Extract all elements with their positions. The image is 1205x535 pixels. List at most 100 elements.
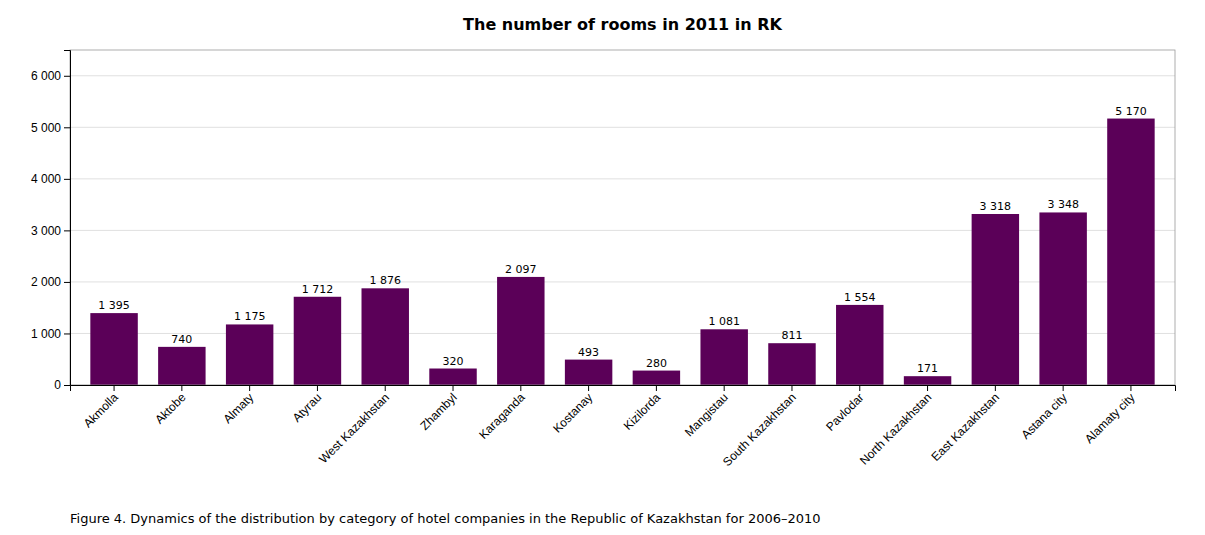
x-tick: Kostanay — [550, 385, 595, 436]
data-label: 1 554 — [844, 291, 876, 304]
x-tick-label: Karaganda — [476, 390, 528, 442]
bar — [836, 305, 883, 385]
y-tick-mark — [64, 127, 70, 128]
x-tick-mark — [656, 385, 657, 391]
x-tick: Karaganda — [476, 385, 528, 442]
data-label: 2 097 — [505, 263, 536, 276]
x-tick-mark — [995, 385, 996, 391]
y-tick-label: 5 000 — [31, 121, 61, 135]
x-axis-line — [71, 386, 1176, 392]
x-tick-label: South Kazakhstan — [720, 390, 799, 469]
grid-line — [70, 127, 1175, 128]
y-tick-mark — [64, 333, 70, 334]
x-axis: Akmolla Aktobe Almaty AtyrauWest Kazakhstan… — [71, 385, 1176, 469]
grid-line — [70, 178, 1175, 179]
data-label: 3 318 — [980, 200, 1012, 213]
y-tick: 6 000 — [31, 69, 70, 83]
y-tick: 0 — [54, 378, 70, 392]
bar — [1107, 119, 1154, 385]
x-tick-label: North Kazakhstan — [857, 390, 934, 467]
x-tick-label: East Kazakhstan — [929, 390, 1003, 464]
x-tick-label: Pavlodar — [823, 390, 866, 433]
y-tick-label: 2 000 — [31, 275, 61, 289]
y-axis: 0 1 000 2 000 3 000 4 000 5 000 6 000 — [31, 51, 71, 393]
y-tick-mark — [64, 230, 70, 231]
y-tick-mark — [64, 179, 70, 180]
x-tick: Mangistau — [682, 385, 731, 439]
y-tick: 4 000 — [31, 172, 70, 186]
data-label: 171 — [917, 362, 938, 375]
x-tick-mark — [588, 385, 589, 391]
x-tick-mark — [520, 385, 521, 391]
x-tick-label: Alamaty city — [1082, 390, 1138, 446]
caption: Figure 4. Dynamics of the distribution b… — [70, 511, 821, 526]
bar — [158, 347, 205, 385]
y-tick: 3 000 — [31, 224, 70, 238]
y-tick: 1 000 — [31, 327, 70, 341]
data-labels: 1 3957401 1751 7121 8763202 0974932801 0… — [98, 105, 1146, 376]
x-tick-mark — [791, 385, 792, 391]
bar — [362, 288, 409, 385]
bar — [90, 313, 137, 385]
x-tick: Akmolla — [81, 385, 121, 430]
bar — [700, 329, 747, 385]
x-tick: Aktobe — [152, 385, 189, 427]
bar — [294, 297, 341, 385]
y-tick: 2 000 — [31, 275, 70, 289]
chart: 01 0002 0003 0004 0005 0006 000AkmollaAk… — [0, 0, 1205, 535]
data-label: 811 — [781, 329, 802, 342]
data-label: 1 395 — [98, 299, 130, 312]
data-label: 493 — [578, 346, 599, 359]
y-tick-label: 3 000 — [31, 224, 61, 238]
x-tick-mark — [181, 385, 182, 391]
x-tick: West Kazakhstan — [316, 385, 392, 466]
x-tick-mark — [1063, 385, 1064, 391]
x-tick-mark — [1130, 385, 1131, 391]
x-tick-label: Mangistau — [682, 390, 731, 439]
data-label: 5 170 — [1115, 105, 1147, 118]
y-axis-line — [64, 51, 71, 386]
x-tick: Kizilorda — [621, 385, 664, 433]
data-label: 1 712 — [302, 283, 334, 296]
y-tick-mark — [64, 282, 70, 283]
x-tick-label: Atyrau — [290, 390, 324, 424]
y-tick-label: 1 000 — [31, 327, 61, 341]
bar — [972, 214, 1019, 385]
bar — [1039, 212, 1086, 385]
x-tick-label: Almaty — [221, 390, 257, 426]
bar — [633, 371, 680, 385]
x-tick: South Kazakhstan — [720, 385, 799, 469]
grid — [70, 76, 1175, 385]
y-tick-label: 4 000 — [31, 172, 61, 186]
y-tick: 5 000 — [31, 121, 70, 135]
bar — [565, 360, 612, 385]
y-tick-label: 6 000 — [31, 69, 61, 83]
data-label: 320 — [443, 355, 464, 368]
y-tick-mark — [64, 385, 70, 386]
x-tick: East Kazakhstan — [929, 385, 1003, 464]
x-tick-mark — [114, 385, 115, 391]
bar — [768, 343, 815, 385]
plot-frame — [70, 50, 1175, 385]
x-tick-mark — [249, 385, 250, 391]
data-label: 1 175 — [234, 310, 265, 323]
y-tick-mark — [64, 76, 70, 77]
plot: 01 0002 0003 0004 0005 0006 000AkmollaAk… — [31, 50, 1176, 469]
data-label: 1 081 — [708, 315, 740, 328]
x-tick: Atyrau — [290, 385, 324, 425]
x-tick: Astana city — [1019, 385, 1070, 442]
x-tick-mark — [385, 385, 386, 391]
grid-line — [70, 75, 1175, 76]
x-tick-label: Kostanay — [550, 390, 595, 435]
x-tick: Zhambyl — [417, 385, 459, 433]
x-tick: North Kazakhstan — [857, 385, 934, 468]
x-tick-label: Kizilorda — [621, 390, 664, 433]
x-tick: Alamaty city — [1082, 385, 1138, 446]
bar — [226, 324, 273, 385]
x-tick: Pavlodar — [823, 385, 866, 434]
x-tick-mark — [453, 385, 454, 391]
title: The number of rooms in 2011 in RK — [463, 15, 782, 34]
x-tick-mark — [317, 385, 318, 391]
data-label: 740 — [171, 333, 192, 346]
x-tick-label: Aktobe — [152, 390, 189, 427]
